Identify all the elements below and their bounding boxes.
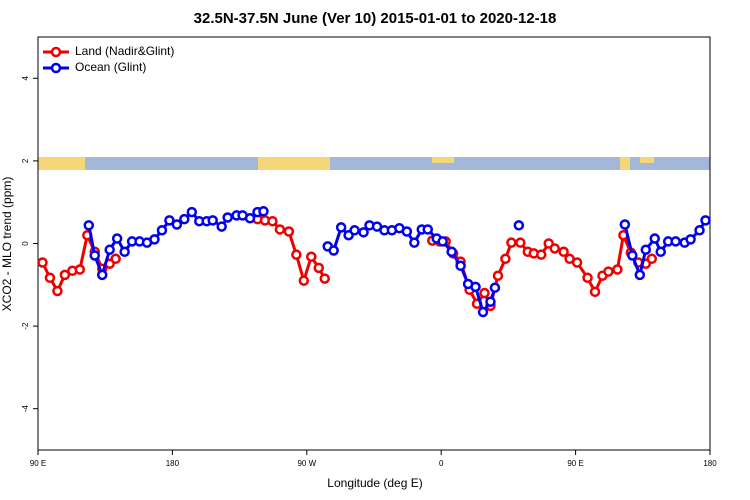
point (558, 246, 569, 258)
point (358, 227, 369, 238)
point (216, 221, 227, 232)
point (446, 246, 457, 258)
legend-swatch-marker (50, 46, 62, 58)
point (409, 237, 420, 248)
y-tick-label: -2 (21, 322, 30, 330)
y-tick-label: 0 (21, 241, 30, 246)
x-axis-label: Longitude (deg E) (327, 476, 422, 490)
point (186, 206, 198, 218)
point (258, 206, 269, 217)
point (536, 249, 547, 260)
y-tick-label: 4 (21, 76, 30, 81)
point (44, 272, 56, 284)
point (500, 253, 511, 265)
point (171, 219, 183, 230)
point (179, 213, 190, 225)
point (627, 250, 638, 261)
point (655, 246, 666, 258)
x-tick-label: 0 (439, 459, 444, 468)
point (291, 249, 302, 260)
point (685, 234, 696, 245)
point (96, 269, 108, 281)
land-segment (640, 157, 654, 163)
point (267, 215, 278, 227)
point (513, 220, 525, 231)
point (274, 224, 286, 235)
x-tick-label: 180 (166, 459, 180, 468)
point (149, 234, 160, 245)
y-axis-label: XCO2 - MLO trend (ppm) (0, 177, 14, 312)
land-strip (38, 157, 710, 170)
point (700, 215, 711, 226)
land-segment (432, 157, 454, 163)
point (549, 243, 560, 254)
point (479, 287, 490, 299)
point (470, 281, 481, 293)
chart-title: 32.5N-37.5N June (Ver 10) 2015-01-01 to … (194, 10, 557, 27)
point (422, 224, 434, 235)
point (492, 270, 504, 281)
point (603, 266, 614, 277)
land-segment (620, 157, 630, 170)
x-tick-label: 90 W (297, 459, 316, 468)
point (83, 220, 95, 231)
point (589, 286, 601, 298)
point (244, 213, 256, 224)
point (489, 282, 501, 293)
point (670, 236, 681, 247)
x-tick-label: 90 E (567, 459, 583, 468)
point (110, 253, 121, 265)
point (298, 275, 310, 286)
point (89, 250, 100, 261)
point (640, 244, 652, 255)
land-segment (258, 157, 330, 170)
point (59, 269, 71, 281)
point (477, 306, 489, 318)
point (164, 215, 175, 226)
x-tick-label: 180 (703, 459, 717, 468)
legend-label: Land (Nadir&Glint) (75, 44, 174, 58)
point (207, 215, 218, 226)
y-tick-label: 2 (21, 158, 30, 163)
point (582, 272, 593, 284)
legend-swatch-marker (50, 62, 62, 74)
legend-label: Ocean (Glint) (75, 60, 146, 74)
point (74, 264, 86, 275)
point (37, 257, 48, 268)
point (515, 237, 526, 248)
point (485, 296, 496, 307)
point (349, 225, 360, 236)
y-tick-label: -4 (21, 405, 30, 413)
point (612, 264, 623, 275)
point (401, 226, 413, 237)
point (104, 244, 115, 255)
ocean-band (38, 157, 710, 170)
point (328, 245, 339, 256)
point (111, 233, 123, 244)
x-tick-label: 90 E (30, 459, 46, 468)
point (646, 253, 658, 265)
point (437, 236, 448, 247)
point (571, 257, 583, 268)
point (306, 251, 317, 262)
point (156, 225, 168, 236)
point (694, 225, 705, 236)
point (313, 262, 324, 274)
point (506, 237, 517, 248)
point (619, 219, 631, 230)
point (335, 222, 347, 233)
point (634, 269, 646, 281)
point (319, 273, 330, 284)
point (222, 212, 233, 223)
point (283, 226, 295, 237)
point (119, 246, 130, 258)
point (52, 285, 63, 297)
point (455, 260, 466, 272)
point (649, 233, 660, 244)
land-segment (38, 157, 85, 170)
